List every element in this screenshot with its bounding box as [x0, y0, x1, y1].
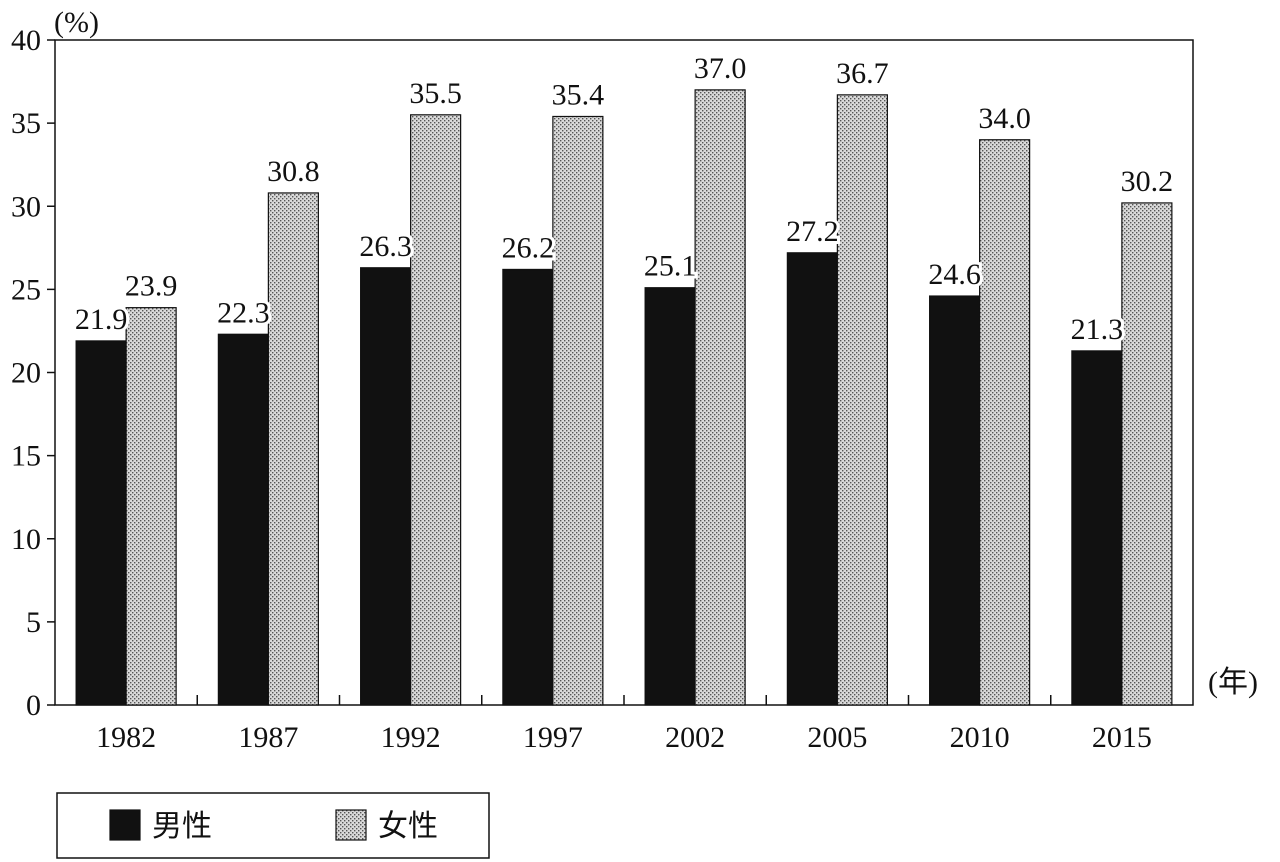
value-label-female: 30.8 [267, 155, 320, 188]
bar-female [552, 115, 604, 706]
x-tick-label: 1997 [523, 721, 583, 754]
bar-male [75, 340, 127, 706]
bar-male [644, 287, 696, 706]
labels: 0 5 10 15 20 25 30 35 40 (%) (年) 1982 21.923.9 1987 22… [11, 6, 1258, 754]
y-tick-label: 10 [11, 523, 41, 556]
bar-male [929, 295, 981, 706]
value-label-male: 26.2 [502, 231, 555, 264]
y-tick-label: 20 [11, 357, 41, 390]
y-tick-label: 40 [11, 24, 41, 57]
x-tick-label: 2010 [950, 721, 1010, 754]
value-label-female: 34.0 [978, 102, 1031, 135]
bar-male [360, 267, 412, 706]
value-label-male: 27.2 [786, 215, 839, 248]
value-label-female: 35.4 [552, 78, 605, 111]
y-tick-label: 0 [26, 689, 41, 722]
y-axis-unit-label: (%) [54, 6, 99, 39]
x-tick-label: 2015 [1092, 721, 1152, 754]
value-label-female: 23.9 [125, 270, 178, 303]
value-label-male: 21.3 [1071, 313, 1124, 346]
x-axis-unit-label: (年) [1208, 666, 1258, 699]
value-label-female: 36.7 [836, 57, 889, 90]
value-label-male: 26.3 [359, 230, 412, 263]
axes [47, 39, 1194, 706]
legend-label-male: 男性 [152, 809, 212, 844]
x-tick-label: 1987 [238, 721, 298, 754]
y-tick-label: 30 [11, 190, 41, 223]
value-label-male: 25.1 [644, 250, 697, 283]
x-tick-label: 2005 [807, 721, 867, 754]
bar-female [836, 94, 888, 706]
y-tick-label: 35 [11, 107, 41, 140]
bar-female [410, 114, 462, 706]
bars [75, 89, 1173, 706]
bar-female [1121, 202, 1173, 706]
value-label-female: 35.5 [409, 77, 462, 110]
y-tick-label: 5 [26, 606, 41, 639]
bar-male [1071, 350, 1123, 706]
y-tick-label: 15 [11, 440, 41, 473]
bar-male [786, 252, 838, 706]
x-tick-label: 1992 [381, 721, 441, 754]
value-label-female: 37.0 [694, 52, 747, 85]
legend: 男性 女性 [56, 792, 490, 859]
value-label-female: 30.2 [1121, 165, 1174, 198]
bar-male [217, 333, 269, 706]
bar-female [694, 89, 746, 706]
x-tick-label: 2002 [665, 721, 725, 754]
legend-label-female: 女性 [378, 809, 438, 844]
x-tick-label: 1982 [96, 721, 156, 754]
bar-female [979, 139, 1031, 706]
legend-swatch-female [335, 809, 367, 841]
bar-male [502, 268, 554, 706]
value-label-male: 24.6 [928, 258, 981, 291]
bar-female [267, 192, 319, 706]
bar-female [125, 307, 177, 706]
value-label-male: 22.3 [217, 296, 270, 329]
legend-swatch-male [109, 809, 141, 841]
y-tick-label: 25 [11, 273, 41, 306]
value-label-male: 21.9 [75, 303, 128, 336]
